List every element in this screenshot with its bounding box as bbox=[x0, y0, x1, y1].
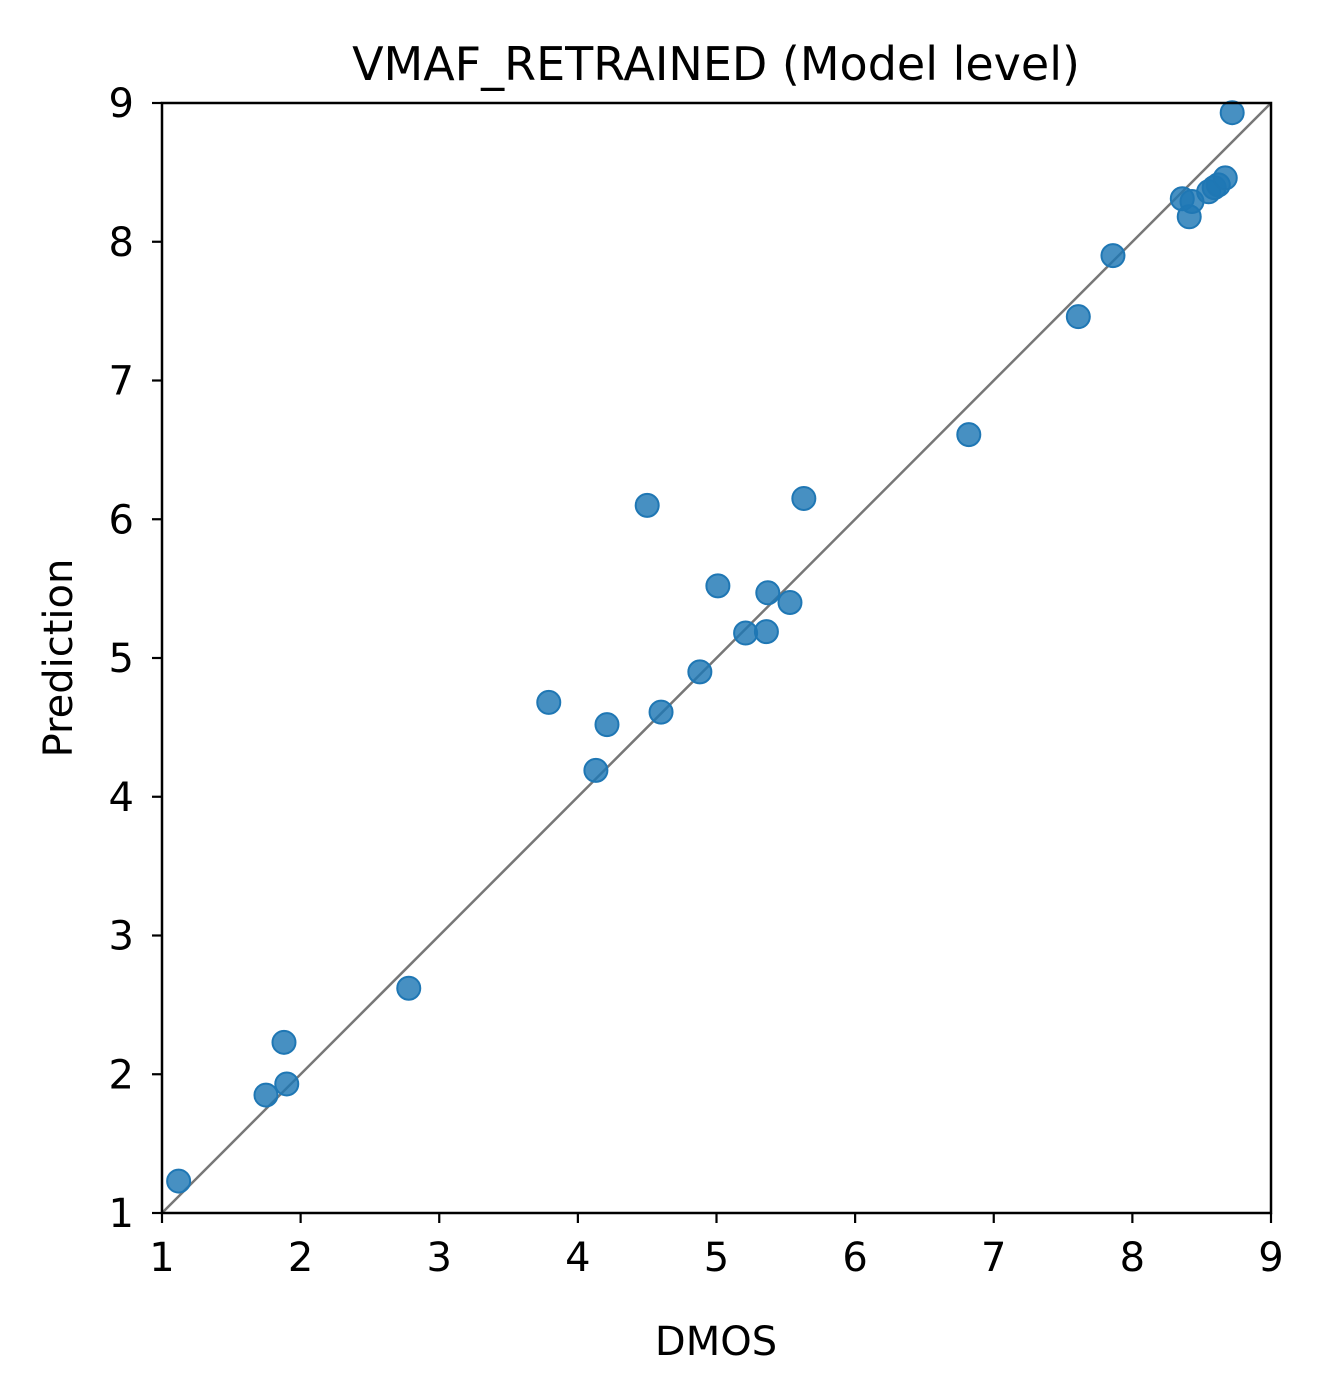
y-tick-label: 9 bbox=[109, 81, 134, 127]
data-point bbox=[777, 590, 803, 615]
y-tick-label: 3 bbox=[109, 914, 134, 960]
x-tick-label: 8 bbox=[1120, 1235, 1145, 1281]
x-axis: 1 2 3 4 5 6 7 8 9 bbox=[149, 1213, 1284, 1281]
data-point bbox=[583, 757, 609, 783]
data-point bbox=[271, 1029, 297, 1055]
y-axis: 1 2 3 4 5 6 7 8 9 bbox=[109, 81, 162, 1237]
x-tick-label: 1 bbox=[149, 1235, 174, 1281]
x-tick-label: 7 bbox=[981, 1235, 1006, 1281]
x-tick-label: 6 bbox=[842, 1235, 867, 1281]
y-tick-label: 2 bbox=[109, 1052, 134, 1098]
data-point bbox=[1065, 304, 1091, 330]
data-point bbox=[396, 975, 422, 1001]
data-point bbox=[755, 580, 781, 606]
data-point bbox=[634, 492, 660, 518]
y-tick-label: 4 bbox=[109, 775, 134, 821]
y-tick-label: 1 bbox=[109, 1191, 134, 1237]
x-tick-label: 2 bbox=[288, 1235, 313, 1281]
y-tick-label: 8 bbox=[109, 220, 134, 266]
data-point bbox=[1212, 165, 1238, 191]
data-point bbox=[253, 1082, 279, 1108]
y-tick-label: 7 bbox=[109, 359, 134, 405]
data-point bbox=[791, 485, 817, 511]
y-tick-label: 5 bbox=[109, 636, 134, 682]
data-point bbox=[705, 573, 731, 599]
y-axis-label: Prediction bbox=[36, 559, 82, 758]
reference-line bbox=[161, 102, 1272, 1214]
data-point bbox=[594, 712, 620, 738]
x-tick-label: 4 bbox=[565, 1235, 590, 1281]
data-point bbox=[1100, 243, 1126, 269]
chart-title: VMAF_RETRAINED (Model level) bbox=[352, 37, 1080, 91]
y-tick-label: 6 bbox=[109, 497, 134, 543]
data-point bbox=[733, 620, 759, 646]
data-point bbox=[1219, 100, 1245, 126]
x-tick-label: 9 bbox=[1258, 1235, 1283, 1281]
data-point bbox=[753, 619, 779, 645]
data-point bbox=[166, 1168, 192, 1194]
x-tick-label: 5 bbox=[704, 1235, 729, 1281]
data-point bbox=[536, 689, 562, 715]
data-point bbox=[274, 1071, 300, 1097]
data-point bbox=[648, 699, 674, 725]
x-axis-label: DMOS bbox=[655, 1319, 777, 1365]
x-tick-label: 3 bbox=[427, 1235, 452, 1281]
data-point bbox=[956, 422, 982, 448]
data-point bbox=[687, 659, 713, 685]
plot-area bbox=[160, 100, 1273, 1215]
